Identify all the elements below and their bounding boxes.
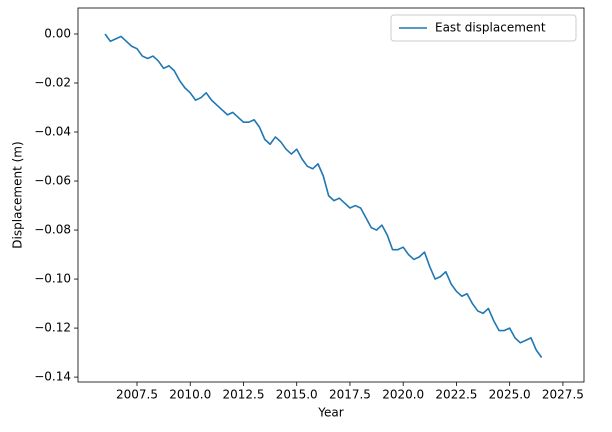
plot-frame [77,7,585,383]
x-axis-label: Year [317,406,343,420]
x-tick-label: 2010.0 [169,388,211,402]
y-tick-label: −0.04 [34,125,71,139]
y-tick-label: −0.14 [34,370,71,384]
x-tick-label: 2020.0 [382,388,424,402]
y-axis-label: Displacement (m) [11,141,25,248]
y-tick-label: −0.12 [34,321,71,335]
x-tick-label: 2015.0 [276,388,318,402]
x-tick-label: 2025.0 [489,388,531,402]
x-tick-label: 2022.5 [435,388,477,402]
y-tick-label: −0.06 [34,174,71,188]
x-tick-label: 2007.5 [116,388,158,402]
x-tick-label: 2012.5 [222,388,264,402]
x-tick-label: 2027.5 [542,388,584,402]
legend-box [390,14,577,42]
y-tick-label: −0.08 [34,223,71,237]
x-tick-label: 2017.5 [329,388,371,402]
y-tick-label: −0.02 [34,75,71,89]
legend-label: East displacement [435,21,546,35]
y-tick-label: 0.00 [44,26,71,40]
y-tick-label: −0.10 [34,272,71,286]
data-line [104,33,543,358]
